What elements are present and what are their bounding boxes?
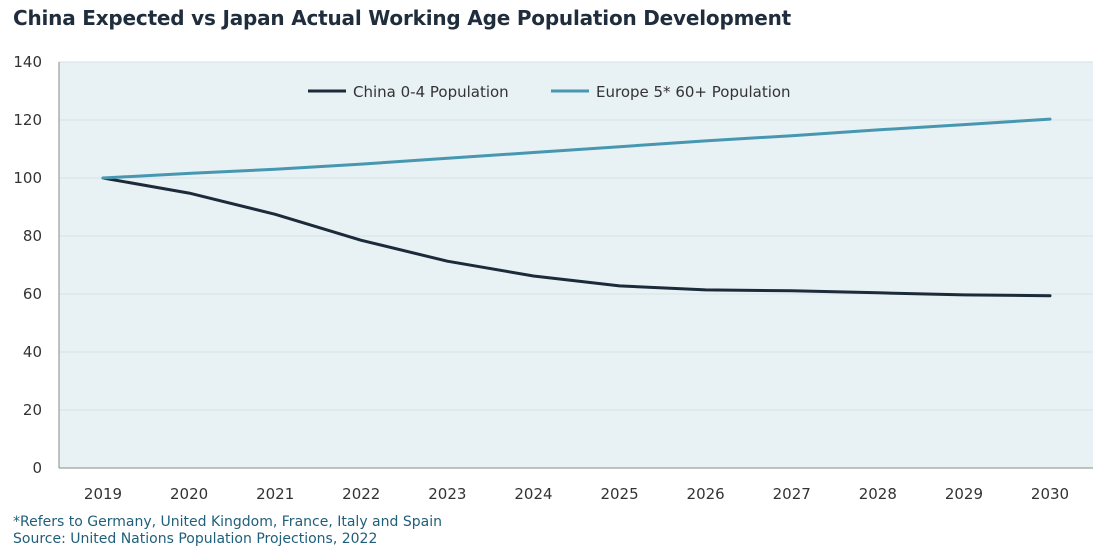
x-tick-label: 2027 [773,485,811,503]
x-tick-label: 2021 [256,485,294,503]
y-tick-label: 20 [23,401,42,419]
gridlines [59,61,1093,411]
y-tick-label: 120 [13,111,42,129]
x-tick-label: 2023 [428,485,466,503]
x-tick-label: 2029 [945,485,983,503]
series-lines [101,117,1052,298]
series-line-europe [101,117,1052,180]
footnote-countries: *Refers to Germany, United Kingdom, Fran… [13,514,442,530]
x-tick-label: 2026 [687,485,725,503]
x-tick-labels: 2019 2020 2021 2022 2023 2024 2025 2026 2027 2028… [84,485,1069,503]
x-tick-label: 2024 [514,485,552,503]
y-tick-label: 140 [13,53,42,71]
y-tick-label: 60 [23,285,42,303]
footnote-source: Source: United Nations Population Projec… [13,531,378,547]
y-tick-label: 100 [13,169,42,187]
x-tick-label: 2019 [84,485,122,503]
series-line-china [101,176,1052,298]
x-tick-label: 2025 [600,485,638,503]
y-tick-label: 0 [32,459,42,477]
x-tick-label: 2020 [170,485,208,503]
chart-title: China Expected vs Japan Actual Working A… [13,6,791,30]
legend-label: China 0-4 Population [353,83,509,101]
y-tick-label: 40 [23,343,42,361]
x-tick-label: 2022 [342,485,380,503]
plot-area [59,62,1093,468]
y-tick-label: 80 [23,227,42,245]
legend-label: Europe 5* 60+ Population [596,83,791,101]
legend: China 0-4 Population Europe 5* 60+ Popula… [308,83,791,101]
x-tick-label: 2028 [859,485,897,503]
y-tick-labels: 0 20 40 60 80 100 120 140 [13,53,42,477]
axes [58,62,1093,469]
x-tick-label: 2030 [1031,485,1069,503]
